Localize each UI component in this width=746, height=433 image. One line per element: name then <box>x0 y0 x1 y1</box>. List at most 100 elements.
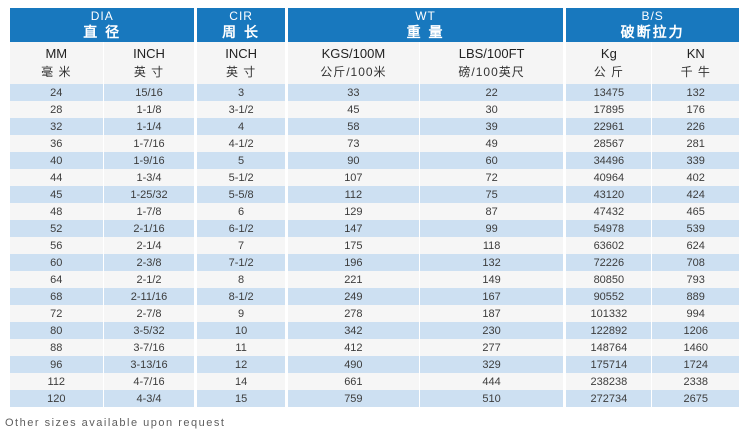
column-label-cn: 公 斤 <box>593 64 625 79</box>
table-cell: 118 <box>418 237 564 254</box>
table-cell: 39 <box>418 118 564 135</box>
table-cell: 63602 <box>563 237 652 254</box>
table-cell: 11 <box>194 339 285 356</box>
table-cell: 759 <box>284 390 419 407</box>
table-cell: 5-5/8 <box>194 186 285 203</box>
table-cell: 43120 <box>563 186 652 203</box>
table-cell: 28567 <box>563 135 652 152</box>
table-cell: 249 <box>284 288 419 305</box>
table-cell: 2-1/4 <box>102 237 195 254</box>
table-row: 88 3-7/16 11 412 277 148764 1460 <box>10 339 739 356</box>
group-label-cn: 破断拉力 <box>620 23 685 40</box>
table-row: 64 2-1/2 8 221 149 80850 793 <box>10 271 739 288</box>
table-cell: 2675 <box>651 390 739 407</box>
table-cell: 47432 <box>563 203 652 220</box>
table-body: 24 15/16 3 33 22 13475 132 28 1-1/8 3-1/2 45 30 1789… <box>10 84 739 407</box>
table-cell: 490 <box>284 356 419 373</box>
table-cell: 129 <box>284 203 419 220</box>
column-header-lbs100ft: LBS/100FT 磅/100英尺 <box>418 42 564 84</box>
table-cell: 36 <box>10 135 103 152</box>
table-cell: 64 <box>10 271 103 288</box>
table-cell: 49 <box>418 135 564 152</box>
table-header: DIA 直 径 CIR 周 长 WT 重 量 B/S 破断拉力 MM <box>10 8 739 84</box>
column-header-kn: KN 千 牛 <box>651 42 739 84</box>
table-cell: 52 <box>10 220 103 237</box>
table-cell: 465 <box>651 203 739 220</box>
table-cell: 278 <box>284 305 419 322</box>
column-label-cn: 公斤/100米 <box>320 64 387 79</box>
table-cell: 4-7/16 <box>102 373 195 390</box>
table-cell: 3-7/16 <box>102 339 195 356</box>
table-cell: 1-1/8 <box>102 101 195 118</box>
table-cell: 44 <box>10 169 103 186</box>
table-cell: 12 <box>194 356 285 373</box>
table-cell: 17895 <box>563 101 652 118</box>
table-cell: 175714 <box>563 356 652 373</box>
table-cell: 8 <box>194 271 285 288</box>
group-header-bs: B/S 破断拉力 <box>563 8 739 42</box>
table-cell: 5-1/2 <box>194 169 285 186</box>
column-label-en: KGS/100M <box>321 45 386 61</box>
table-row: 28 1-1/8 3-1/2 45 30 17895 176 <box>10 101 739 118</box>
table-row: 44 1-3/4 5-1/2 107 72 40964 402 <box>10 169 739 186</box>
table-cell: 90552 <box>563 288 652 305</box>
table-row: 112 4-7/16 14 661 444 238238 2338 <box>10 373 739 390</box>
table-cell: 40964 <box>563 169 652 186</box>
table-cell: 148764 <box>563 339 652 356</box>
table-cell: 3-5/32 <box>102 322 195 339</box>
table-cell: 7 <box>194 237 285 254</box>
table-cell: 6-1/2 <box>194 220 285 237</box>
table-cell: 4-1/2 <box>194 135 285 152</box>
group-label-cn: 直 径 <box>83 23 122 40</box>
table-cell: 187 <box>418 305 564 322</box>
column-header-mm: MM 毫 米 <box>10 42 103 84</box>
table-cell: 132 <box>418 254 564 271</box>
column-label-en: KN <box>686 45 705 61</box>
column-label-cn: 英 寸 <box>133 64 165 79</box>
table-row: 24 15/16 3 33 22 13475 132 <box>10 84 739 101</box>
table-cell: 6 <box>194 203 285 220</box>
table-cell: 2-11/16 <box>102 288 195 305</box>
table-cell: 2-3/8 <box>102 254 195 271</box>
column-label-cn: 磅/100英尺 <box>458 64 525 79</box>
table-cell: 1-7/16 <box>102 135 195 152</box>
table-cell: 96 <box>10 356 103 373</box>
table-cell: 101332 <box>563 305 652 322</box>
column-header-inch-cir: INCH 英 寸 <box>194 42 285 84</box>
table-cell: 444 <box>418 373 564 390</box>
table-cell: 624 <box>651 237 739 254</box>
table-cell: 60 <box>418 152 564 169</box>
table-cell: 54978 <box>563 220 652 237</box>
table-cell: 48 <box>10 203 103 220</box>
table-cell: 661 <box>284 373 419 390</box>
table-cell: 45 <box>10 186 103 203</box>
table-cell: 132 <box>651 84 739 101</box>
group-label-en: DIA <box>90 8 114 23</box>
table-cell: 15 <box>194 390 285 407</box>
table-cell: 13475 <box>563 84 652 101</box>
table-cell: 58 <box>284 118 419 135</box>
group-label-en: WT <box>415 8 436 23</box>
table-cell: 329 <box>418 356 564 373</box>
group-header-wt: WT 重 量 <box>284 8 564 42</box>
table-cell: 2-7/8 <box>102 305 195 322</box>
column-header-inch-dia: INCH 英 寸 <box>102 42 195 84</box>
table-cell: 339 <box>651 152 739 169</box>
group-label-cn: 周 长 <box>222 23 261 40</box>
table-cell: 88 <box>10 339 103 356</box>
column-label-en: LBS/100FT <box>458 45 525 61</box>
table-cell: 226 <box>651 118 739 135</box>
column-label-cn: 英 寸 <box>225 64 257 79</box>
column-label-en: INCH <box>133 45 165 61</box>
table-cell: 2-1/16 <box>102 220 195 237</box>
table-cell: 80 <box>10 322 103 339</box>
table-cell: 238238 <box>563 373 652 390</box>
table-cell: 4 <box>194 118 285 135</box>
table-row: 80 3-5/32 10 342 230 122892 1206 <box>10 322 739 339</box>
column-header-row: MM 毫 米 INCH 英 寸 INCH 英 寸 KGS/100M 公斤/100… <box>10 42 739 84</box>
footer-note: Other sizes available upon request <box>5 417 226 429</box>
table-cell: 32 <box>10 118 103 135</box>
table-cell: 281 <box>651 135 739 152</box>
table-row: 36 1-7/16 4-1/2 73 49 28567 281 <box>10 135 739 152</box>
table-cell: 75 <box>418 186 564 203</box>
